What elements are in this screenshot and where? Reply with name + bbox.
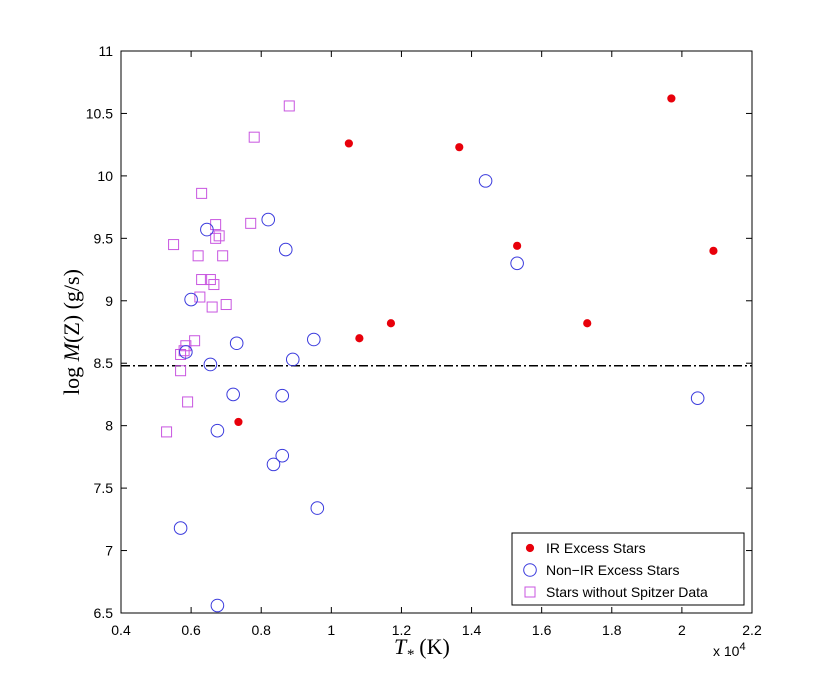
data-point bbox=[182, 396, 194, 408]
ticks: 0.4 0.6 0.8 1 1.2 1.4 1.6 1.8 2 2.2 6.5 7 7.5 8 8.5 9 9.… bbox=[86, 43, 762, 638]
y-tick-label: 11 bbox=[98, 43, 113, 59]
legend-marker bbox=[525, 543, 535, 553]
legend-marker bbox=[524, 586, 536, 598]
data-point bbox=[189, 335, 201, 347]
data-point bbox=[278, 242, 293, 257]
x-tick-label: 2 bbox=[678, 622, 686, 638]
x-tick-label: 1.6 bbox=[532, 622, 552, 638]
legend-label: IR Excess Stars bbox=[546, 540, 646, 556]
data-point bbox=[690, 391, 705, 405]
data-point bbox=[245, 217, 257, 229]
y-tick-label: 7 bbox=[105, 543, 113, 559]
data-point bbox=[344, 139, 353, 148]
data-point bbox=[310, 501, 325, 515]
data-points bbox=[161, 94, 718, 613]
data-point bbox=[226, 387, 240, 402]
y-tick-label: 8.5 bbox=[94, 355, 114, 371]
data-point bbox=[667, 94, 676, 103]
x-axis-title: T* (K) bbox=[394, 634, 450, 663]
legend-box bbox=[511, 532, 745, 606]
legend-label: Stars without Spitzer Data bbox=[546, 584, 708, 600]
x-tick-label: 0.4 bbox=[111, 622, 131, 638]
legend-marker bbox=[523, 563, 537, 577]
data-point bbox=[234, 417, 243, 427]
data-point bbox=[196, 187, 208, 199]
data-point bbox=[210, 423, 225, 438]
data-point bbox=[217, 250, 229, 262]
data-point bbox=[192, 250, 204, 262]
data-point bbox=[208, 279, 220, 291]
data-point bbox=[161, 426, 173, 438]
data-point bbox=[229, 336, 244, 351]
data-point bbox=[196, 274, 208, 286]
data-point bbox=[307, 332, 321, 347]
data-point bbox=[220, 299, 232, 311]
data-point bbox=[275, 448, 290, 463]
data-point bbox=[206, 301, 218, 313]
data-point bbox=[203, 357, 218, 372]
svg-text:log M(Z) (g/s): log M(Z) (g/s) bbox=[59, 269, 84, 395]
y-axis-title: log M(Z) (g/s) bbox=[59, 269, 84, 395]
plot-area bbox=[121, 51, 752, 613]
data-point bbox=[248, 131, 260, 143]
y-tick-label: 10 bbox=[97, 168, 113, 184]
data-point bbox=[513, 241, 522, 250]
data-point bbox=[261, 212, 276, 227]
data-point bbox=[266, 457, 281, 472]
y-tick-label: 8 bbox=[105, 418, 113, 434]
x-tick-label: 1.8 bbox=[602, 622, 622, 638]
data-point bbox=[184, 292, 198, 307]
y-tick-label: 9 bbox=[105, 293, 113, 309]
data-point bbox=[168, 239, 180, 251]
x-multiplier: x 104 bbox=[713, 641, 746, 659]
data-point bbox=[455, 143, 464, 152]
data-point bbox=[285, 352, 300, 367]
data-point bbox=[709, 246, 718, 255]
data-point bbox=[583, 319, 592, 328]
data-point bbox=[179, 345, 193, 359]
data-point bbox=[175, 365, 187, 377]
data-point bbox=[510, 256, 524, 271]
y-tick-label: 6.5 bbox=[94, 605, 114, 621]
x-tick-label: 1.2 bbox=[392, 622, 412, 638]
data-point bbox=[283, 100, 295, 112]
data-point bbox=[386, 319, 396, 328]
data-point bbox=[275, 388, 290, 403]
y-tick-label: 10.5 bbox=[86, 105, 113, 121]
data-point bbox=[355, 334, 364, 343]
y-tick-label: 7.5 bbox=[94, 480, 114, 496]
data-point bbox=[200, 222, 214, 237]
data-point bbox=[213, 230, 225, 242]
plot-frame bbox=[120, 50, 753, 614]
x-tick-label: 0.6 bbox=[181, 622, 201, 638]
x-tick-label: 0.8 bbox=[251, 622, 271, 638]
data-point bbox=[478, 174, 493, 188]
data-point bbox=[210, 598, 225, 613]
data-point bbox=[210, 232, 222, 244]
y-tick-label: 9.5 bbox=[94, 230, 114, 246]
x-tick-label: 2.2 bbox=[742, 622, 762, 638]
data-point bbox=[173, 521, 188, 535]
legend: IR Excess Stars Non−IR Excess Stars Stars … bbox=[511, 532, 745, 606]
x-tick-label: 1 bbox=[327, 622, 335, 638]
legend-label: Non−IR Excess Stars bbox=[546, 562, 679, 578]
x-tick-label: 1.4 bbox=[462, 622, 482, 638]
data-point bbox=[194, 291, 206, 303]
